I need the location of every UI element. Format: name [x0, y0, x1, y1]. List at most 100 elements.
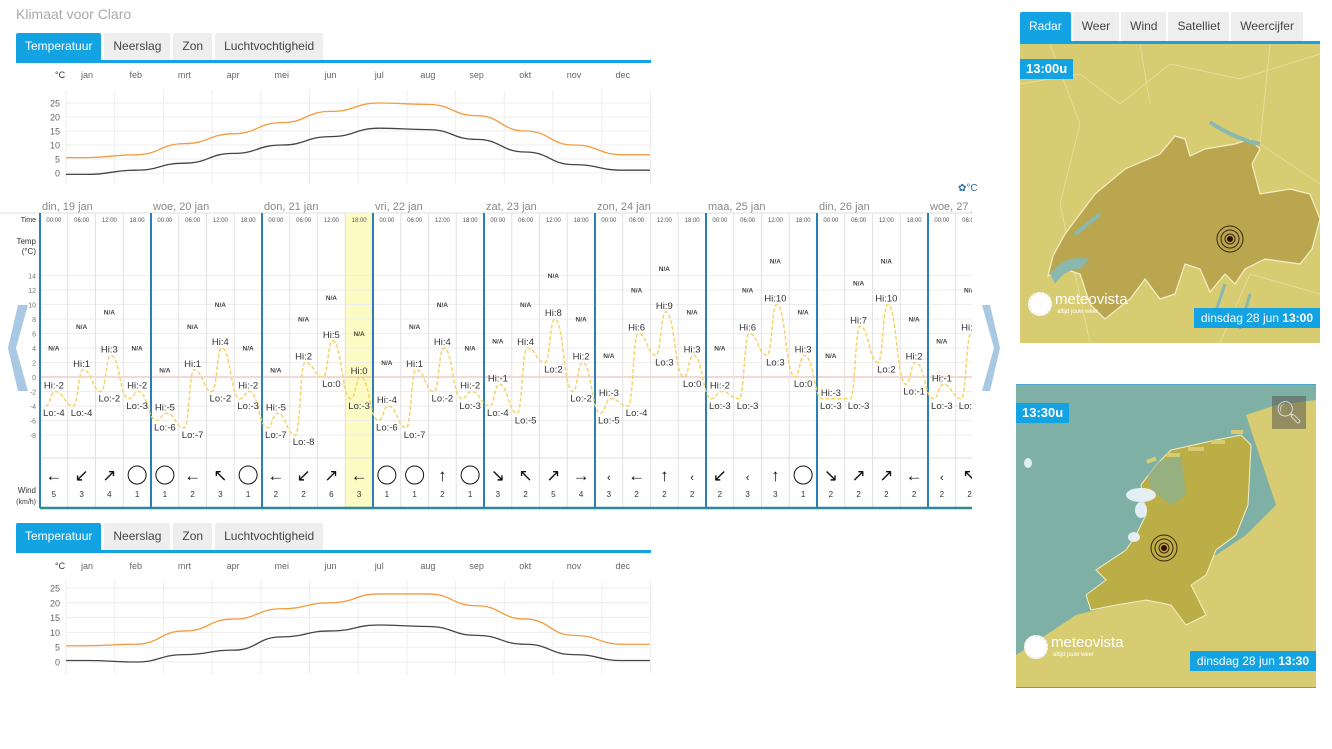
wind-speed: 3: [496, 490, 501, 499]
na-label: N/A: [243, 346, 255, 353]
wind-speed: 2: [662, 490, 667, 499]
tab-wind[interactable]: Wind: [1121, 12, 1167, 41]
wind-arrow-icon: ↙: [297, 466, 311, 485]
tab-underline: [16, 550, 651, 553]
y-tick-label: 0: [32, 375, 36, 382]
time-label: 06:00: [962, 218, 972, 224]
lo-label: Lo:-4: [487, 408, 509, 419]
lo-label: Lo:-5: [598, 415, 620, 426]
time-label: 18:00: [352, 218, 368, 224]
wind-speed: 2: [829, 490, 834, 499]
zoom-button[interactable]: 🔍︎: [1272, 396, 1306, 429]
time-label: 00:00: [379, 218, 395, 224]
wind-speed: 3: [607, 490, 612, 499]
na-label: N/A: [465, 346, 477, 353]
radar-map-switzerland[interactable]: 13:00u meteovista altijd jouw weer dinsda…: [1020, 44, 1320, 343]
wind-speed: 2: [301, 490, 306, 499]
time-label: 00:00: [934, 218, 950, 224]
time-label: 18:00: [241, 218, 257, 224]
lo-label: Lo:-3: [459, 401, 481, 412]
month-label: sep: [469, 70, 484, 80]
tab-zon[interactable]: Zon: [173, 33, 213, 60]
series-line-max: [66, 102, 650, 159]
series-line-min: [66, 624, 650, 663]
wind-arrow-icon: ↘: [491, 466, 505, 485]
wind-row-label: Wind: [18, 486, 36, 495]
tab-neerslag[interactable]: Neerslag: [104, 523, 171, 550]
wind-speed: 1: [385, 490, 390, 499]
wind-arrow-icon: ←: [184, 466, 201, 485]
na-label: N/A: [964, 288, 972, 295]
day-label: don, 21 jan: [264, 201, 318, 213]
na-label: N/A: [270, 367, 282, 374]
wind-speed: 2: [856, 490, 861, 499]
wind-arrow-icon: ↗: [324, 466, 338, 485]
radar-time-label: 13:00u: [1020, 59, 1074, 79]
tab-weercijfer[interactable]: Weercijfer: [1231, 12, 1303, 41]
unit-toggle[interactable]: ✿°C: [958, 183, 978, 194]
wind-speed: 2: [912, 490, 917, 499]
time-label: 12:00: [657, 218, 673, 224]
unit-label: °C: [55, 561, 66, 571]
sun-logo-icon: [1028, 292, 1052, 316]
wind-arrow-icon: ↙: [75, 466, 89, 485]
hi-label: Hi:2: [295, 352, 312, 363]
wind-arrow-icon: ‹: [690, 472, 694, 484]
lo-label: Lo:-4: [626, 408, 648, 419]
radar-map-netherlands[interactable]: 13:30u 🔍︎ meteovista altijd jouw weer din…: [1016, 384, 1316, 688]
hi-label: Hi:-1: [488, 373, 508, 384]
lo-label: Lo:-2: [99, 394, 121, 405]
na-label: N/A: [936, 338, 948, 345]
lo-label: Lo:2: [877, 365, 896, 376]
next-arrow[interactable]: [982, 305, 1000, 396]
y-tick-label: 14: [28, 274, 36, 281]
time-label: 18:00: [574, 218, 590, 224]
y-tick-label: -8: [30, 433, 36, 440]
wind-arrow-icon: ←: [906, 466, 923, 485]
lo-label: Lo:3: [766, 357, 785, 368]
time-label: 12:00: [879, 218, 895, 224]
month-label: mei: [275, 561, 290, 571]
prev-arrow[interactable]: [8, 305, 30, 396]
time-label: 12:00: [102, 218, 118, 224]
wind-speed: 1: [468, 490, 473, 499]
tab-luchtvochtigheid[interactable]: Luchtvochtigheid: [215, 523, 324, 550]
wind-arrow-icon: ↑: [660, 466, 669, 485]
na-label: N/A: [770, 259, 782, 266]
climate-chart-top: °C jan feb mrt apr mei jun jul aug sep okt nov dec 0 5…: [50, 70, 651, 185]
tab-zon[interactable]: Zon: [173, 523, 213, 550]
month-label: dec: [615, 561, 630, 571]
time-label: 12:00: [546, 218, 562, 224]
tab-luchtvochtigheid[interactable]: Luchtvochtigheid: [215, 33, 324, 60]
hi-label: Hi:3: [795, 344, 812, 355]
month-label: okt: [519, 70, 532, 80]
month-label: mrt: [178, 561, 191, 571]
time-label: 06:00: [185, 218, 201, 224]
na-label: N/A: [76, 324, 88, 331]
hi-label: Hi:4: [434, 337, 451, 348]
na-label: N/A: [881, 259, 893, 266]
wind-arrow-icon: ↑: [438, 466, 447, 485]
tab-temperatuur[interactable]: Temperatuur: [16, 33, 102, 60]
lo-label: Lo:-7: [265, 430, 287, 441]
y-tick-label: 5: [55, 155, 60, 165]
lo-label: Lo:-3: [348, 401, 370, 412]
time-label: 12:00: [768, 218, 784, 224]
tab-satelliet[interactable]: Satelliet: [1168, 12, 1230, 41]
wind-arrow-icon: ←: [628, 466, 645, 485]
day-label: din, 19 jan: [42, 201, 93, 213]
na-label: N/A: [437, 302, 449, 309]
hi-label: Hi:6: [739, 323, 756, 334]
tab-temperatuur[interactable]: Temperatuur: [16, 523, 102, 550]
wind-speed: 1: [163, 490, 168, 499]
hi-label: Hi:8: [545, 308, 562, 319]
month-label: mrt: [178, 70, 191, 80]
tab-radar[interactable]: Radar: [1020, 12, 1071, 41]
tab-neerslag[interactable]: Neerslag: [104, 33, 171, 60]
map-switzerland: [1020, 44, 1320, 343]
time-label: 00:00: [601, 218, 617, 224]
day-label: zon, 24 jan: [597, 201, 651, 213]
lo-label: Lo:-3: [959, 401, 972, 412]
temperature-line: [45, 303, 972, 436]
tab-weer[interactable]: Weer: [1072, 12, 1120, 41]
